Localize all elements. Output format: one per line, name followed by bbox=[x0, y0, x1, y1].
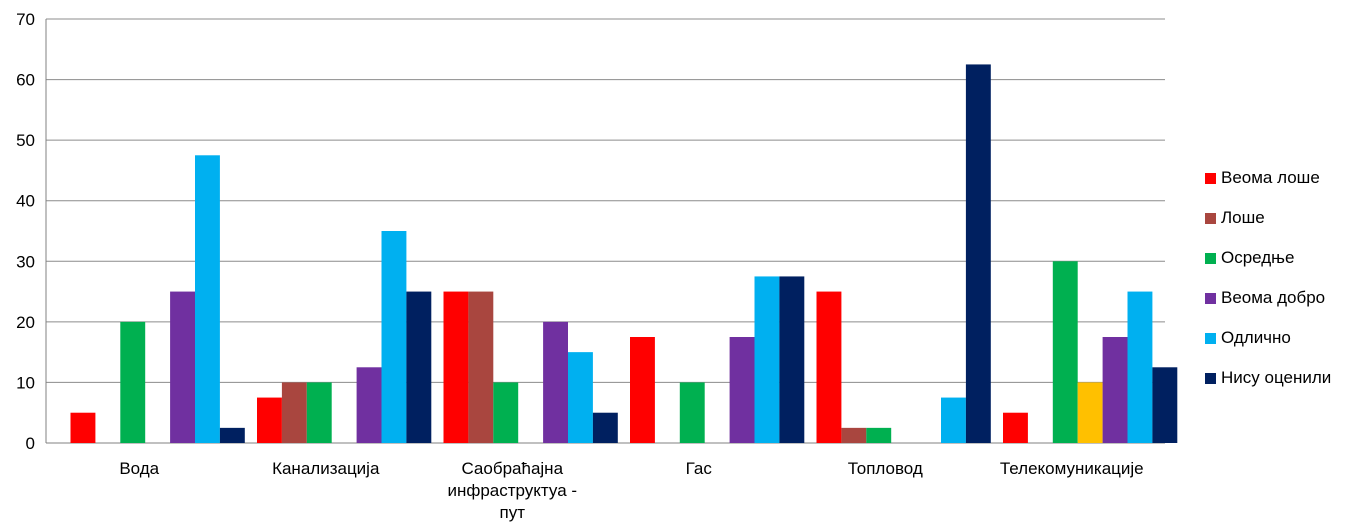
y-tick-label: 10 bbox=[16, 373, 35, 392]
x-tick-label: Канализација bbox=[272, 459, 380, 478]
bar bbox=[592, 412, 618, 443]
legend-swatch bbox=[1205, 252, 1216, 264]
y-tick-label: 60 bbox=[16, 71, 35, 90]
bar bbox=[120, 321, 146, 443]
bar bbox=[493, 382, 519, 443]
bar bbox=[1052, 261, 1078, 443]
bar bbox=[841, 427, 867, 443]
bar bbox=[754, 276, 780, 443]
legend-item: Веома добро bbox=[1205, 278, 1363, 318]
bar bbox=[1003, 412, 1028, 443]
bar bbox=[1102, 337, 1128, 443]
gridlines bbox=[45, 18, 1165, 444]
x-axis-ticks: Вода Канализација Саобраћајна инфраструктуа… bbox=[119, 459, 1143, 522]
bar bbox=[195, 155, 220, 444]
bar bbox=[306, 382, 332, 443]
legend-label: Веома добро bbox=[1221, 288, 1326, 307]
bar bbox=[729, 337, 755, 443]
legend-swatch bbox=[1205, 372, 1216, 384]
bar bbox=[1127, 291, 1153, 443]
bar bbox=[1077, 382, 1103, 443]
y-tick-label: 30 bbox=[16, 252, 35, 271]
bar bbox=[543, 321, 568, 443]
legend-label: Лоше bbox=[1221, 208, 1265, 227]
legend-item: Веома лоше bbox=[1205, 158, 1363, 198]
legend-label: Одлично bbox=[1221, 328, 1291, 347]
bar bbox=[70, 412, 96, 443]
bar bbox=[257, 397, 282, 443]
legend-swatch bbox=[1205, 172, 1216, 184]
bar bbox=[941, 397, 966, 443]
legend-label: Осредње bbox=[1221, 248, 1295, 267]
bar bbox=[468, 291, 494, 443]
legend-swatch bbox=[1205, 332, 1216, 344]
y-tick-label: 50 bbox=[16, 131, 35, 150]
legend-item: Осредње bbox=[1205, 238, 1363, 278]
bar bbox=[281, 382, 307, 443]
legend-item: Одлично bbox=[1205, 318, 1363, 358]
bar bbox=[381, 231, 407, 443]
bar-chart: 0 10 20 30 40 50 60 70 Вода Канализација Саобраћа… bbox=[16, 10, 1178, 522]
bar bbox=[406, 291, 432, 443]
legend-label: Нису оценили bbox=[1221, 368, 1332, 387]
y-tick-label: 0 bbox=[26, 434, 35, 453]
legend-item: Лоше bbox=[1205, 198, 1363, 238]
legend-swatch bbox=[1205, 292, 1216, 304]
bars-layer bbox=[70, 64, 1178, 444]
y-tick-label: 70 bbox=[16, 10, 35, 29]
bar bbox=[356, 367, 382, 443]
bar bbox=[219, 427, 245, 443]
bar bbox=[630, 337, 655, 443]
y-tick-label: 20 bbox=[16, 313, 35, 332]
bar bbox=[779, 276, 805, 443]
bar bbox=[866, 427, 892, 443]
y-axis-ticks: 0 10 20 30 40 50 60 70 bbox=[16, 10, 35, 453]
bar bbox=[679, 382, 705, 443]
x-tick-label: Саобраћајна инфраструктуа -пут bbox=[447, 459, 577, 522]
legend-label: Веома лоше bbox=[1221, 168, 1320, 187]
x-tick-label: Телекомуникације bbox=[1000, 459, 1144, 478]
legend-swatch bbox=[1205, 212, 1216, 224]
legend-item: Нису оценили bbox=[1205, 358, 1363, 398]
x-tick-label: Гас bbox=[686, 459, 713, 478]
bar bbox=[816, 291, 842, 443]
bar bbox=[965, 64, 991, 444]
y-tick-label: 40 bbox=[16, 192, 35, 211]
bar bbox=[170, 291, 195, 443]
bar bbox=[443, 291, 469, 443]
x-tick-label: Топловод bbox=[848, 459, 923, 478]
bar bbox=[1152, 367, 1178, 443]
chart-legend: Веома лоше Лоше Осредње Веома добро Одлично Н… bbox=[1205, 158, 1363, 398]
x-tick-label: Вода bbox=[119, 459, 159, 478]
bar bbox=[568, 352, 593, 443]
